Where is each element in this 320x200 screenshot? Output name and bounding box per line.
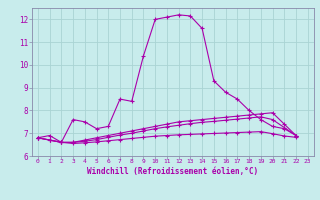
X-axis label: Windchill (Refroidissement éolien,°C): Windchill (Refroidissement éolien,°C) — [87, 167, 258, 176]
